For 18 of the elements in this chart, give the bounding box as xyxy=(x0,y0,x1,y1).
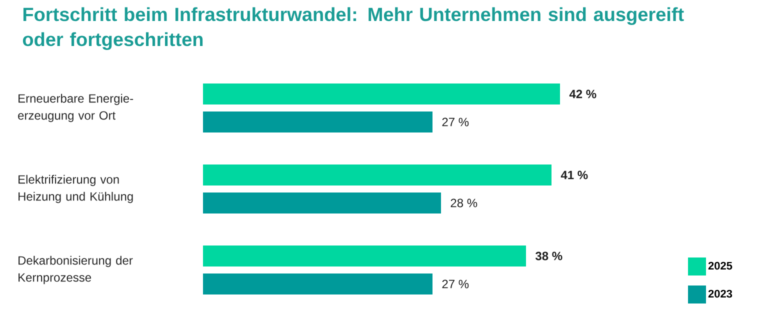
y-tick-label: Erneuerbare Energie-erzeugung vor Ort xyxy=(18,94,134,122)
bar xyxy=(203,192,442,214)
bar xyxy=(203,112,433,133)
data-label: 42 % xyxy=(569,90,596,98)
bar xyxy=(203,84,560,105)
data-label: 27 % xyxy=(442,280,469,288)
y-tick-label: Elektrifizierung von Heizung und Kühlung xyxy=(18,174,133,204)
data-label: 41 % xyxy=(560,170,588,180)
bar xyxy=(203,246,526,267)
legend-label: 2023 xyxy=(708,290,732,298)
data-label: 38 % xyxy=(535,252,562,260)
y-tick-label: Dekarbonisierung der Kernprozesse xyxy=(18,256,133,284)
legend-label: 2025 xyxy=(708,262,732,270)
data-label: 28 % xyxy=(450,198,478,208)
bar xyxy=(203,164,552,186)
bar xyxy=(203,274,433,295)
chart-title: Fortschritt beim Infrastrukturwandel: Mehr Unternehmen sind ausgereift oder fortgeschritten xyxy=(22,7,684,50)
data-label: 27 % xyxy=(442,118,469,126)
